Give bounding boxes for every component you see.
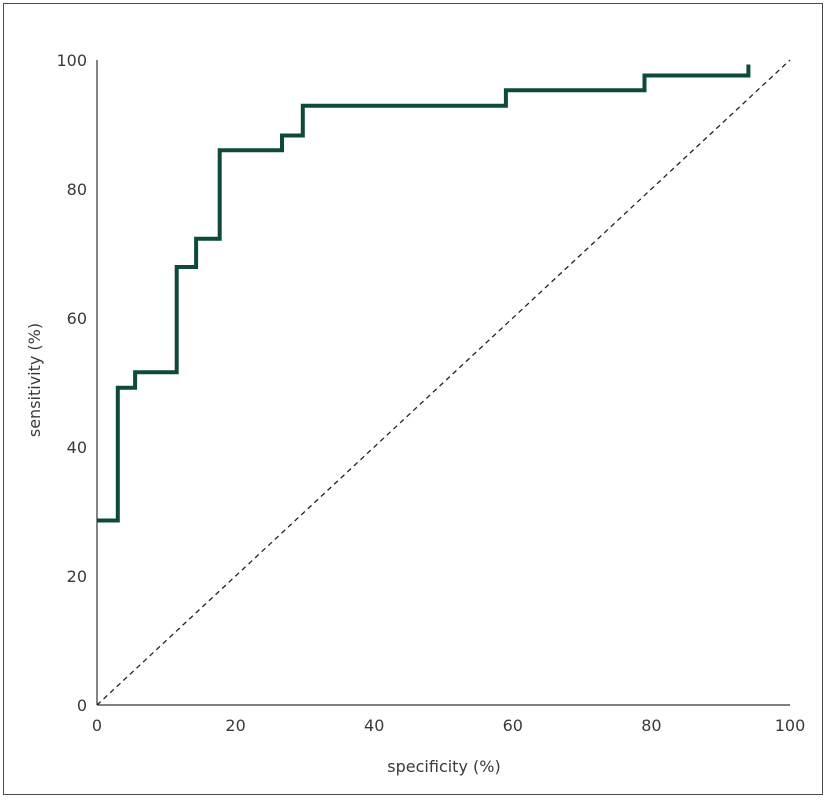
y-tick-label: 40: [67, 438, 87, 457]
roc-curve: [97, 64, 751, 523]
chart-marks: [96, 59, 791, 706]
chart-frame: [3, 3, 823, 795]
y-axis-title: sensitivity (%): [25, 323, 44, 437]
reference-diagonal-line: [96, 59, 791, 706]
x-tick-label: 100: [775, 716, 806, 735]
x-tick-label: 40: [364, 716, 384, 735]
x-axis-title: specificity (%): [387, 757, 500, 776]
y-tick-label: 100: [56, 51, 87, 70]
y-tick-label: 60: [67, 309, 87, 328]
y-tick-label: 0: [77, 696, 87, 715]
x-tick-label: 0: [92, 716, 102, 735]
y-tick-label: 20: [67, 567, 87, 586]
x-tick-label: 20: [225, 716, 245, 735]
x-tick-label: 80: [641, 716, 661, 735]
tick-labels: 0 20 40 60 80 100 0 20 40 60 80 100: [56, 51, 805, 735]
x-tick-label: 60: [503, 716, 523, 735]
y-tick-label: 80: [67, 180, 87, 199]
